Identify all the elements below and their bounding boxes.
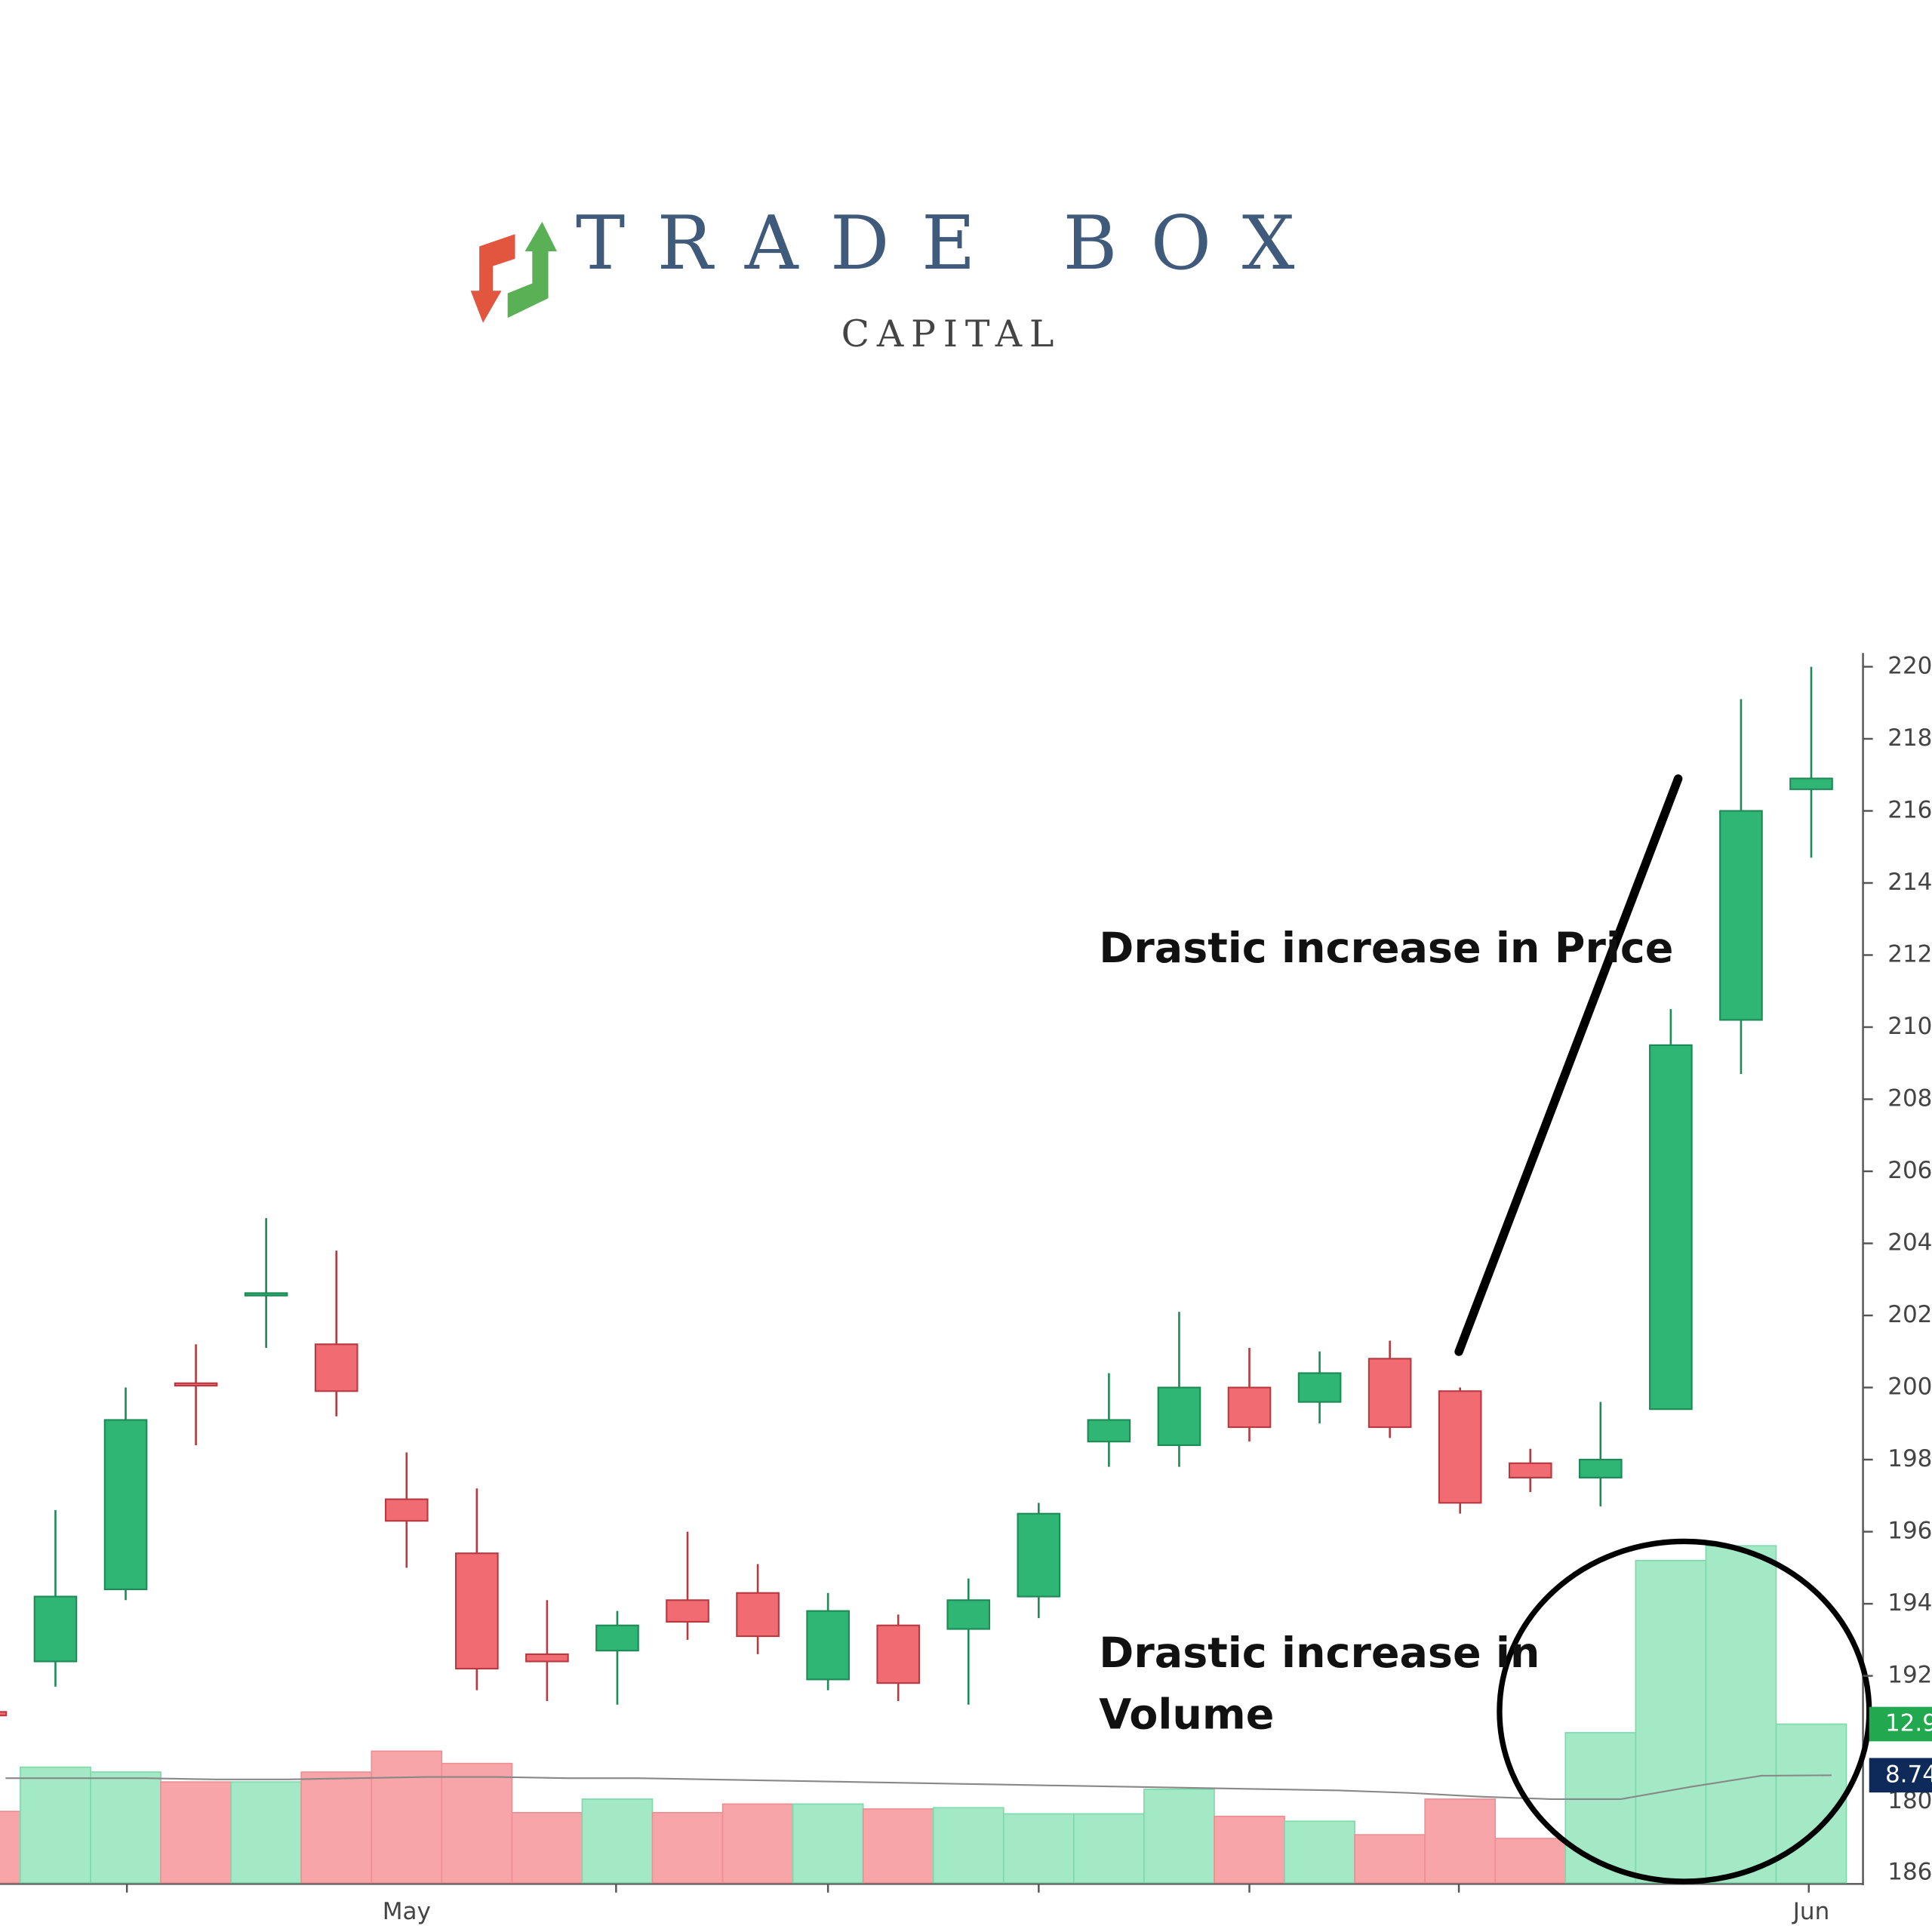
volume-bar [1073, 1813, 1145, 1884]
volume-bar [581, 1798, 654, 1884]
value-tag-label: 12.9 [1885, 1710, 1932, 1737]
y-tick-label: 2020 [1887, 1301, 1932, 1328]
volume-bar [1354, 1834, 1426, 1884]
candle-body [736, 1592, 780, 1638]
candle-body [103, 1419, 148, 1591]
candle-body [1157, 1386, 1201, 1447]
candle-body [876, 1624, 921, 1684]
volume-bar [651, 1812, 724, 1884]
y-tick-label: 2040 [1887, 1229, 1932, 1257]
candle-body [1087, 1419, 1131, 1443]
y-tick-label: 1980 [1887, 1445, 1932, 1472]
volume-bar [1284, 1820, 1355, 1884]
volume-bar [20, 1766, 91, 1884]
volume-layer [0, 1545, 1847, 1884]
candle-body [1297, 1372, 1342, 1403]
candle-body [1227, 1386, 1272, 1429]
annotation: Drastic increase in Price [1099, 924, 1673, 973]
y-tick-label: 2160 [1887, 796, 1932, 823]
volume-bar [1635, 1559, 1707, 1884]
volume-bar [1494, 1838, 1567, 1884]
candle-body [1719, 810, 1763, 1021]
x-tick-label: May [383, 1898, 431, 1925]
annotation: Volume [1099, 1690, 1274, 1740]
y-tick-label: 2120 [1887, 940, 1932, 968]
y-tick-label: 186 [1887, 1859, 1932, 1886]
volume-bar [1424, 1798, 1497, 1884]
volume-bar [0, 1810, 21, 1884]
candle-body [244, 1292, 288, 1297]
candle-body [1508, 1462, 1552, 1478]
volume-bar [230, 1781, 302, 1884]
candle-body [595, 1624, 639, 1652]
volume-bar [1214, 1815, 1285, 1884]
logo-icon [470, 221, 557, 323]
candle-body [384, 1498, 429, 1522]
y-tick-label: 2140 [1887, 869, 1932, 896]
volume-bar [511, 1812, 583, 1884]
candle-body [1367, 1358, 1412, 1429]
candle-body [1438, 1390, 1482, 1504]
value-tag [1869, 1758, 1932, 1793]
candle-body [525, 1653, 569, 1663]
y-tick-label: 2100 [1887, 1013, 1932, 1040]
volume-bar [1775, 1723, 1847, 1884]
volume-bar [862, 1808, 934, 1884]
candle-layer [0, 666, 1833, 1717]
y-tick-label: 1920 [1887, 1662, 1932, 1689]
volume-bar [90, 1771, 162, 1884]
candle-body [1789, 777, 1833, 790]
volume-bar [1002, 1813, 1075, 1884]
value-tag [1869, 1706, 1932, 1742]
y-tick-label: 2000 [1887, 1374, 1932, 1401]
candle-body [314, 1343, 358, 1392]
annotation: Drastic increase in [1099, 1629, 1540, 1678]
volume-bar [441, 1762, 513, 1884]
volume-bar [1564, 1732, 1637, 1884]
candle-body [806, 1610, 850, 1681]
candle-body [666, 1599, 709, 1623]
candle-body [0, 1711, 8, 1717]
volume-bar [160, 1781, 232, 1884]
y-tick-label: 2060 [1887, 1157, 1932, 1184]
volume-bar [1705, 1545, 1777, 1884]
value-tag-label: 8.74 [1885, 1761, 1932, 1788]
volume-bar [792, 1803, 864, 1884]
volume-bar [371, 1750, 443, 1884]
volume-bar [300, 1771, 373, 1884]
candle-body [946, 1599, 991, 1630]
candle-body [1017, 1512, 1061, 1598]
logo-subtitle: CAPITAL [841, 312, 1062, 355]
x-tick-label: Jun [1792, 1898, 1829, 1925]
y-tick-label: 1940 [1887, 1589, 1932, 1617]
candle-body [455, 1552, 499, 1670]
volume-bar [1143, 1789, 1215, 1884]
annotation-arrow [1454, 774, 1683, 1356]
candle-body [174, 1382, 218, 1387]
y-tick-label: 2180 [1887, 724, 1932, 752]
volume-bar [721, 1803, 794, 1884]
candle-body [33, 1595, 78, 1663]
y-tick-label: 1960 [1887, 1518, 1932, 1545]
y-tick-label: 2080 [1887, 1085, 1932, 1112]
candle-body [1649, 1044, 1693, 1411]
logo-title: TRADE BOX [576, 201, 1327, 287]
volume-bar [932, 1807, 1004, 1884]
candle-body [1579, 1458, 1623, 1478]
x-axis-ticks [125, 1884, 1810, 1893]
